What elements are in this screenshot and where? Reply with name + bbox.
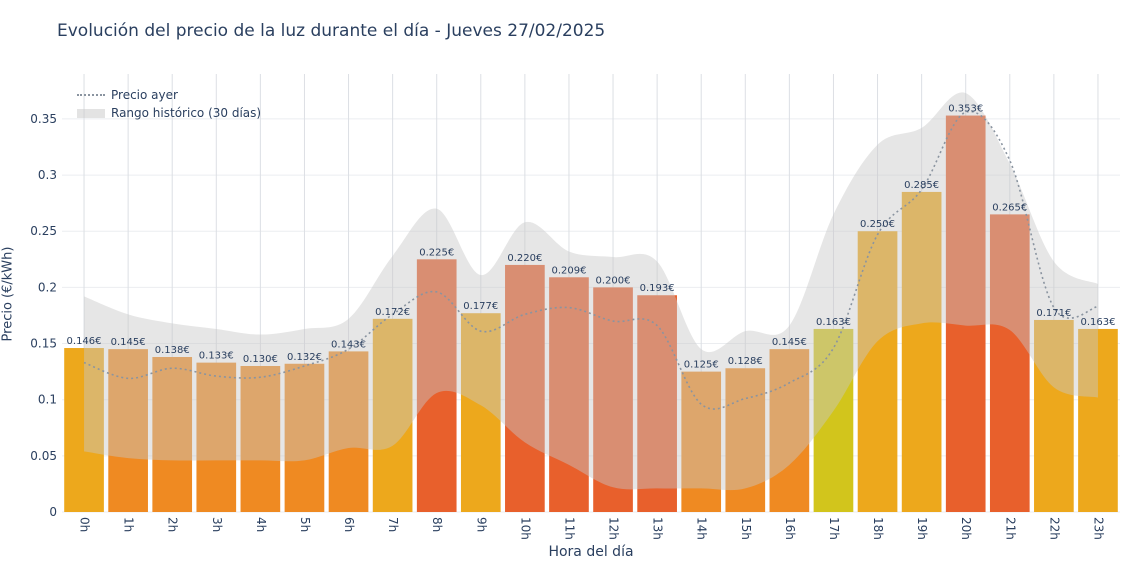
x-tick-label: 2h [166, 517, 180, 532]
legend-item-yesterday[interactable]: Precio ayer [77, 86, 261, 104]
bar-20h [945, 115, 986, 513]
x-tick-label: 4h [254, 517, 268, 532]
data-label-0h: 0.146€ [67, 336, 102, 347]
y-tick-label: 0.35 [30, 112, 57, 126]
x-tick-label: 3h [210, 517, 224, 532]
data-label-10h: 0.220€ [507, 253, 542, 264]
x-tick-label: 7h [386, 517, 400, 532]
data-label-1h: 0.145€ [111, 337, 146, 348]
y-axis-label: Precio (€/kWh) [0, 246, 16, 342]
data-label-3h: 0.133€ [199, 351, 234, 362]
x-tick-label: 22h [1047, 517, 1061, 540]
x-tick-label: 10h [518, 517, 532, 540]
bar-9h [460, 313, 501, 512]
data-label-17h: 0.163€ [816, 317, 851, 328]
y-tick-label: 0 [49, 505, 57, 519]
x-tick-label: 19h [915, 517, 929, 540]
data-label-18h: 0.250€ [860, 219, 895, 230]
x-tick-label: 11h [562, 517, 576, 540]
bar-13h [637, 295, 677, 512]
data-label-12h: 0.200€ [596, 275, 631, 286]
bar-17h [813, 328, 854, 512]
data-label-19h: 0.285€ [904, 180, 939, 191]
bar-11h [549, 277, 589, 512]
bar-18h [857, 231, 898, 512]
x-tick-label: 12h [607, 517, 621, 540]
x-tick-label: 17h [827, 517, 841, 540]
bar-12h [593, 287, 633, 512]
data-label-2h: 0.138€ [155, 345, 190, 356]
data-label-20h: 0.353€ [948, 104, 983, 115]
band-swatch-icon [77, 108, 105, 118]
data-label-6h: 0.143€ [331, 339, 366, 350]
y-tick-label: 0.1 [38, 393, 57, 407]
bar-10h [505, 264, 545, 512]
dotted-line-swatch-icon [77, 94, 105, 96]
y-tick-label: 0.3 [38, 168, 57, 182]
y-tick-label: 0.05 [30, 449, 57, 463]
y-tick-label: 0.25 [30, 224, 57, 238]
legend-label-range: Rango histórico (30 días) [111, 106, 262, 120]
data-label-23h: 0.163€ [1080, 317, 1115, 328]
bar-21h [989, 214, 1030, 512]
data-label-4h: 0.130€ [243, 354, 278, 365]
x-tick-label: 21h [1003, 517, 1017, 540]
data-label-11h: 0.209€ [551, 265, 586, 276]
x-tick-label: 13h [651, 517, 665, 540]
bar-4h [240, 366, 281, 512]
x-axis-label: Hora del día [548, 544, 634, 560]
x-tick-label: 20h [959, 517, 973, 540]
bar-19h [901, 191, 942, 512]
x-tick-label: 1h [122, 517, 136, 532]
bar-6h [328, 351, 369, 512]
chart-title: Evolución del precio de la luz durante e… [57, 21, 606, 41]
legend-label-yesterday: Precio ayer [111, 88, 178, 102]
bar-22h [1034, 319, 1074, 512]
bar-0h [64, 348, 104, 512]
data-label-9h: 0.177€ [463, 301, 498, 312]
data-label-22h: 0.171€ [1036, 308, 1071, 319]
legend-item-range[interactable]: Rango histórico (30 días) [77, 104, 261, 122]
data-label-21h: 0.265€ [992, 202, 1027, 213]
x-tick-label: 6h [342, 517, 356, 532]
data-label-14h: 0.125€ [684, 360, 719, 371]
bar-14h [681, 371, 722, 512]
y-tick-label: 0.2 [38, 280, 57, 294]
bar-7h [372, 318, 413, 512]
data-label-16h: 0.145€ [772, 337, 807, 348]
x-tick-label: 18h [871, 517, 885, 540]
data-label-5h: 0.132€ [287, 352, 322, 363]
legend[interactable]: Precio ayer Rango histórico (30 días) [77, 86, 261, 122]
x-tick-label: 14h [695, 517, 709, 540]
x-tick-label: 5h [298, 517, 312, 532]
yesterday-price-line [83, 110, 1099, 410]
bar-8h [416, 259, 457, 512]
y-tick-label: 0.15 [30, 337, 57, 351]
bar-15h [725, 368, 766, 512]
x-tick-label: 0h [78, 517, 92, 532]
bar-3h [196, 362, 237, 512]
historic-range-band [84, 92, 1098, 491]
bar-5h [284, 363, 325, 512]
x-tick-label: 8h [430, 517, 444, 532]
bar-2h [152, 357, 193, 512]
x-tick-label: 23h [1091, 517, 1105, 540]
bar-23h [1078, 328, 1118, 512]
x-tick-label: 9h [474, 517, 488, 532]
data-label-8h: 0.225€ [419, 247, 454, 258]
data-label-13h: 0.193€ [640, 283, 675, 294]
data-label-7h: 0.172€ [375, 307, 410, 318]
data-label-15h: 0.128€ [728, 356, 763, 367]
x-tick-label: 16h [783, 517, 797, 540]
x-tick-label: 15h [739, 517, 753, 540]
